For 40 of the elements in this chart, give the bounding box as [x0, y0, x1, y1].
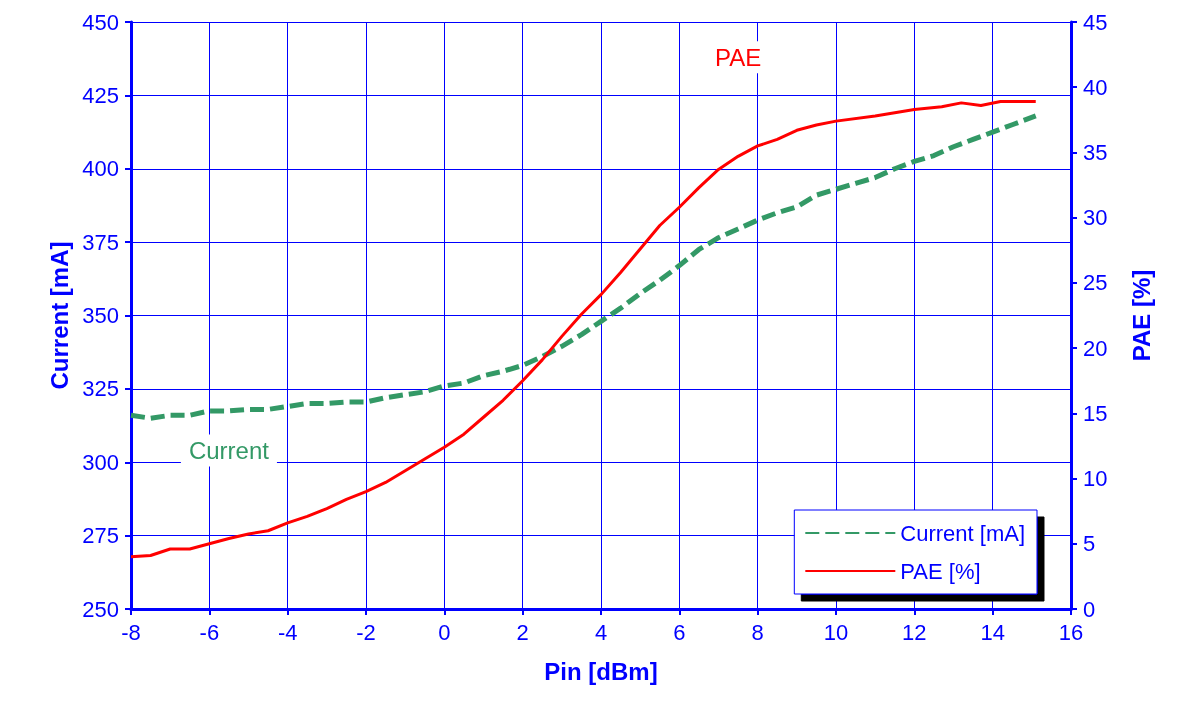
y2-axis-title: PAE [%] [1127, 269, 1155, 362]
y2-tick-label: 15 [1083, 400, 1108, 426]
x-tick-label: -8 [121, 619, 141, 645]
x-tick-label: 0 [438, 619, 451, 645]
y-tick-label: 300 [82, 449, 119, 475]
x-tick-label: 2 [516, 619, 529, 645]
x-tick-label: 14 [980, 619, 1005, 645]
x-tick-label: -4 [277, 619, 298, 645]
y2-tick-label: 40 [1083, 74, 1108, 100]
x-tick-label: -2 [356, 619, 376, 645]
legend-label: Current [mA] [900, 520, 1026, 546]
y-tick-label: 375 [82, 229, 119, 255]
y2-tick-label: 20 [1083, 335, 1108, 361]
y2-tick-label: 30 [1083, 205, 1108, 231]
y2-tick-label: 10 [1083, 466, 1108, 492]
y2-tick-label: 35 [1083, 139, 1108, 165]
y2-tick-label: 45 [1083, 9, 1108, 35]
y-tick-label: 325 [82, 376, 119, 402]
y-axis-title: Current [mA] [45, 241, 73, 390]
y2-tick-label: 5 [1083, 531, 1096, 557]
x-tick-label: 4 [594, 619, 608, 645]
legend-label: PAE [%] [900, 558, 981, 584]
line-series [129, 100, 1038, 559]
x-tick-label: 8 [751, 619, 764, 645]
x-axis-title: Pin [dBm] [544, 657, 658, 685]
y2-tick-label: 0 [1083, 596, 1096, 622]
annotation: Current [188, 437, 270, 465]
y-tick-label: 350 [82, 303, 119, 328]
x-tick-label: 6 [673, 619, 686, 645]
y-tick-label: 400 [82, 156, 119, 182]
x-tick-label: 12 [902, 619, 927, 645]
y-tick-label: 425 [82, 82, 119, 108]
y2-tick-label: 25 [1083, 270, 1108, 296]
y-tick-label: 275 [82, 523, 119, 549]
y-tick-label: 450 [82, 9, 119, 35]
x-tick-label: -6 [199, 619, 220, 645]
x-tick-label: 10 [823, 619, 849, 645]
x-tick-label: 16 [1058, 619, 1084, 645]
annotation: PAE [714, 43, 762, 71]
y-tick-label: 250 [82, 596, 119, 622]
